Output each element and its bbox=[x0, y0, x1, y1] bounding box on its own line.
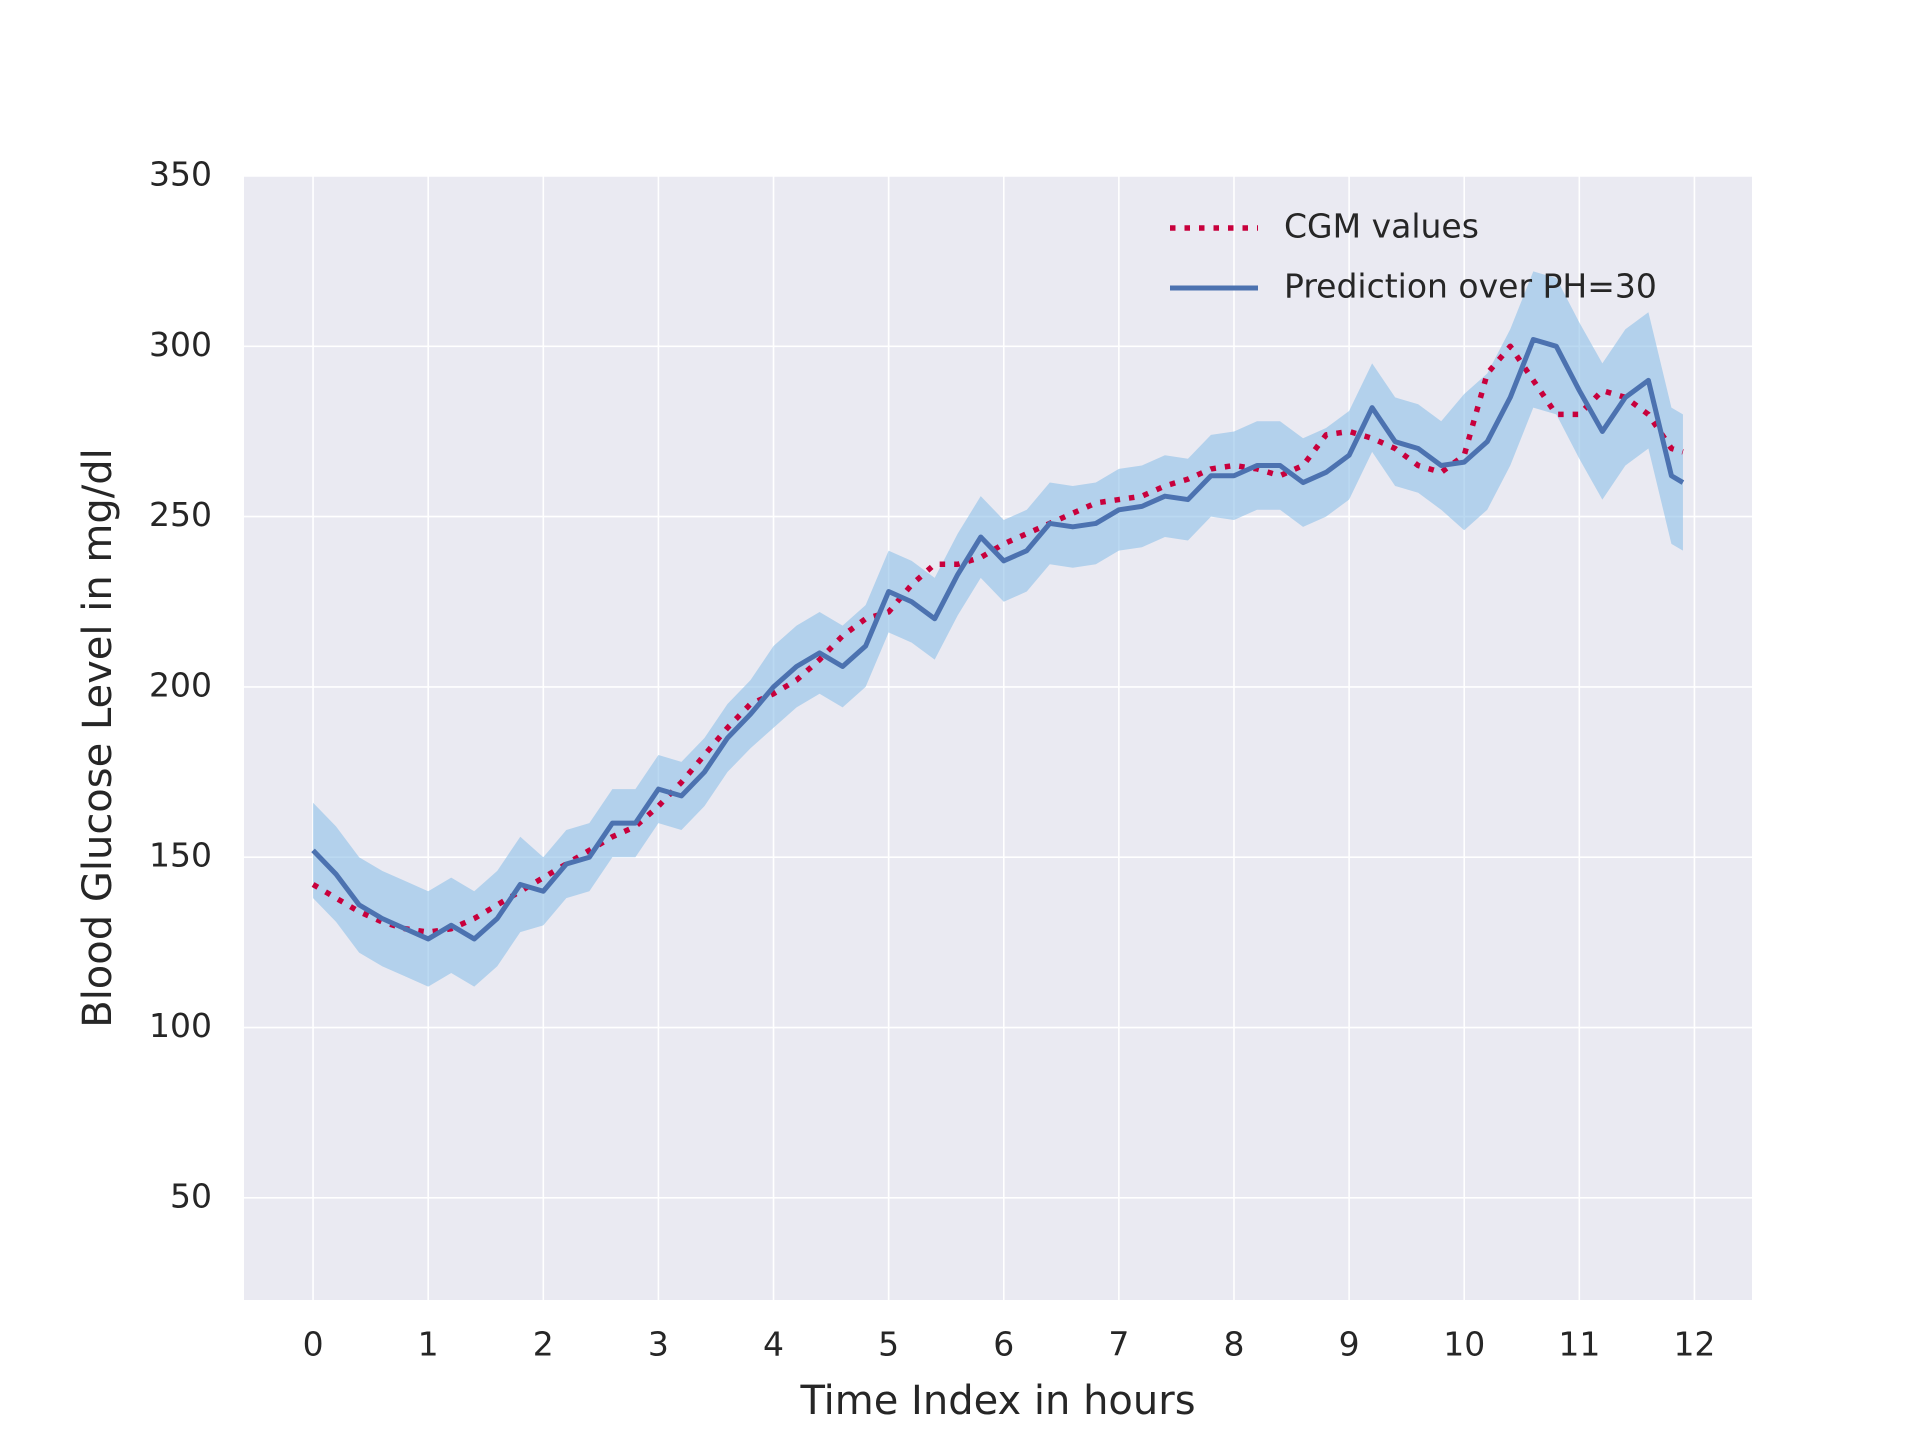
x-tick-label: 10 bbox=[1443, 1325, 1485, 1364]
y-tick-label: 100 bbox=[149, 1006, 212, 1045]
x-tick-label: 12 bbox=[1673, 1325, 1715, 1364]
legend-label: Prediction over PH=30 bbox=[1284, 267, 1657, 306]
y-axis-label: Blood Glucose Level in mg/dl bbox=[75, 448, 121, 1028]
y-tick-label: 200 bbox=[149, 665, 212, 704]
x-tick-label: 3 bbox=[648, 1325, 669, 1364]
y-tick-label: 250 bbox=[149, 495, 212, 534]
x-tick-label: 8 bbox=[1223, 1325, 1244, 1364]
x-axis-label: Time Index in hours bbox=[799, 1378, 1195, 1424]
x-tick-label: 4 bbox=[763, 1325, 784, 1364]
x-tick-label: 0 bbox=[303, 1325, 324, 1364]
x-tick-label: 1 bbox=[418, 1325, 439, 1364]
confidence-band bbox=[313, 271, 1683, 987]
y-tick-label: 150 bbox=[149, 836, 212, 875]
y-tick-label: 350 bbox=[149, 155, 212, 194]
y-tick-label: 300 bbox=[149, 325, 212, 364]
y-tick-label: 50 bbox=[170, 1176, 212, 1215]
x-tick-label: 6 bbox=[993, 1325, 1014, 1364]
x-tick-label: 7 bbox=[1108, 1325, 1129, 1364]
x-tick-label: 9 bbox=[1339, 1325, 1360, 1364]
x-tick-label: 5 bbox=[878, 1325, 899, 1364]
legend-label: CGM values bbox=[1284, 207, 1479, 246]
line-series bbox=[311, 336, 1685, 942]
x-tick-label: 2 bbox=[533, 1325, 554, 1364]
x-tick-label: 11 bbox=[1558, 1325, 1600, 1364]
